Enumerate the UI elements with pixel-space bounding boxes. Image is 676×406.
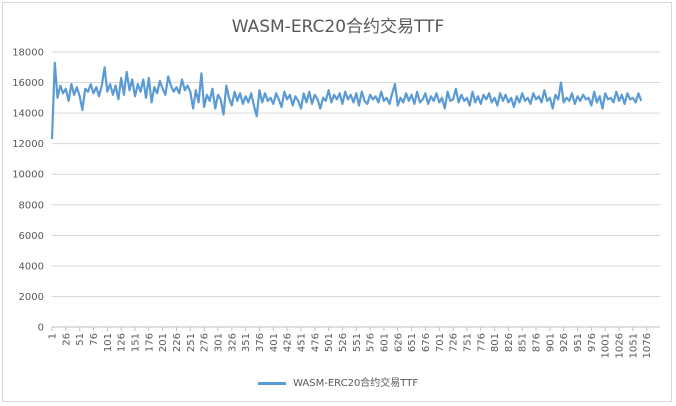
y-tick-label: 6000	[19, 231, 44, 242]
x-tick-label: 876	[532, 333, 543, 352]
x-tick-label: 426	[283, 333, 294, 352]
x-tick-label: 951	[573, 333, 584, 352]
x-tick-label: 351	[241, 333, 252, 352]
x-tick-label: 1001	[601, 333, 612, 358]
y-tick-label: 0	[38, 323, 44, 334]
series-line	[50, 61, 643, 140]
x-tick-label: 976	[587, 333, 598, 352]
x-tick-label: 626	[393, 333, 404, 352]
x-tick-label: 1076	[642, 333, 653, 358]
x-tick-label: 901	[545, 333, 556, 352]
x-tick-label: 801	[490, 333, 501, 352]
x-tick-label: 276	[200, 333, 211, 352]
x-tick-label: 926	[559, 333, 570, 352]
x-tick-label: 701	[435, 333, 446, 352]
x-tick-label: 251	[186, 333, 197, 352]
x-tick-label: 476	[310, 333, 321, 352]
chart-title: WASM-ERC20合约交易TTF	[231, 17, 445, 37]
x-tick-label: 851	[518, 333, 529, 352]
x-tick-label: 1051	[628, 333, 639, 358]
x-tick-label: 1	[48, 333, 59, 339]
y-tick-label: 16000	[12, 78, 44, 89]
chart-frame	[2, 2, 672, 402]
x-tick-label: 551	[352, 333, 363, 352]
y-tick-label: 18000	[12, 48, 44, 59]
x-tick-label: 751	[462, 333, 473, 352]
x-tick-label: 526	[338, 333, 349, 352]
x-tick-label: 101	[103, 333, 114, 352]
legend: WASM-ERC20合约交易TTF	[0, 374, 676, 389]
legend-swatch	[257, 381, 286, 385]
x-tick-label: 1026	[615, 333, 626, 358]
y-tick-label: 10000	[12, 170, 44, 181]
x-tick-label: 151	[130, 333, 141, 352]
y-tick-label: 8000	[19, 200, 44, 211]
x-tick-label: 726	[449, 333, 460, 352]
x-tick-label: 401	[269, 333, 280, 352]
x-tick-label: 676	[421, 333, 432, 352]
x-tick-label: 451	[296, 333, 307, 352]
x-tick-label: 226	[172, 333, 183, 352]
x-tick-label: 826	[504, 333, 515, 352]
y-tick-label: 2000	[19, 292, 44, 303]
x-tick-label: 126	[117, 333, 128, 352]
x-tick-label: 301	[213, 333, 224, 352]
x-tick-label: 26	[61, 333, 72, 346]
x-tick-label: 201	[158, 333, 169, 352]
x-tick-label: 326	[227, 333, 238, 352]
x-tick-label: 576	[366, 333, 377, 352]
x-tick-label: 776	[476, 333, 487, 352]
y-tick-label: 4000	[19, 261, 44, 272]
x-tick-label: 601	[379, 333, 390, 352]
y-tick-label: 14000	[12, 109, 44, 120]
x-tick-label: 376	[255, 333, 266, 352]
x-tick-label: 51	[75, 333, 86, 346]
x-tick-label: 651	[407, 333, 418, 352]
x-tick-label: 76	[89, 333, 100, 346]
legend-label: WASM-ERC20合约交易TTF	[293, 378, 419, 389]
x-tick-label: 176	[144, 333, 155, 352]
x-tick-label: 501	[324, 333, 335, 352]
y-tick-label: 12000	[12, 139, 44, 150]
